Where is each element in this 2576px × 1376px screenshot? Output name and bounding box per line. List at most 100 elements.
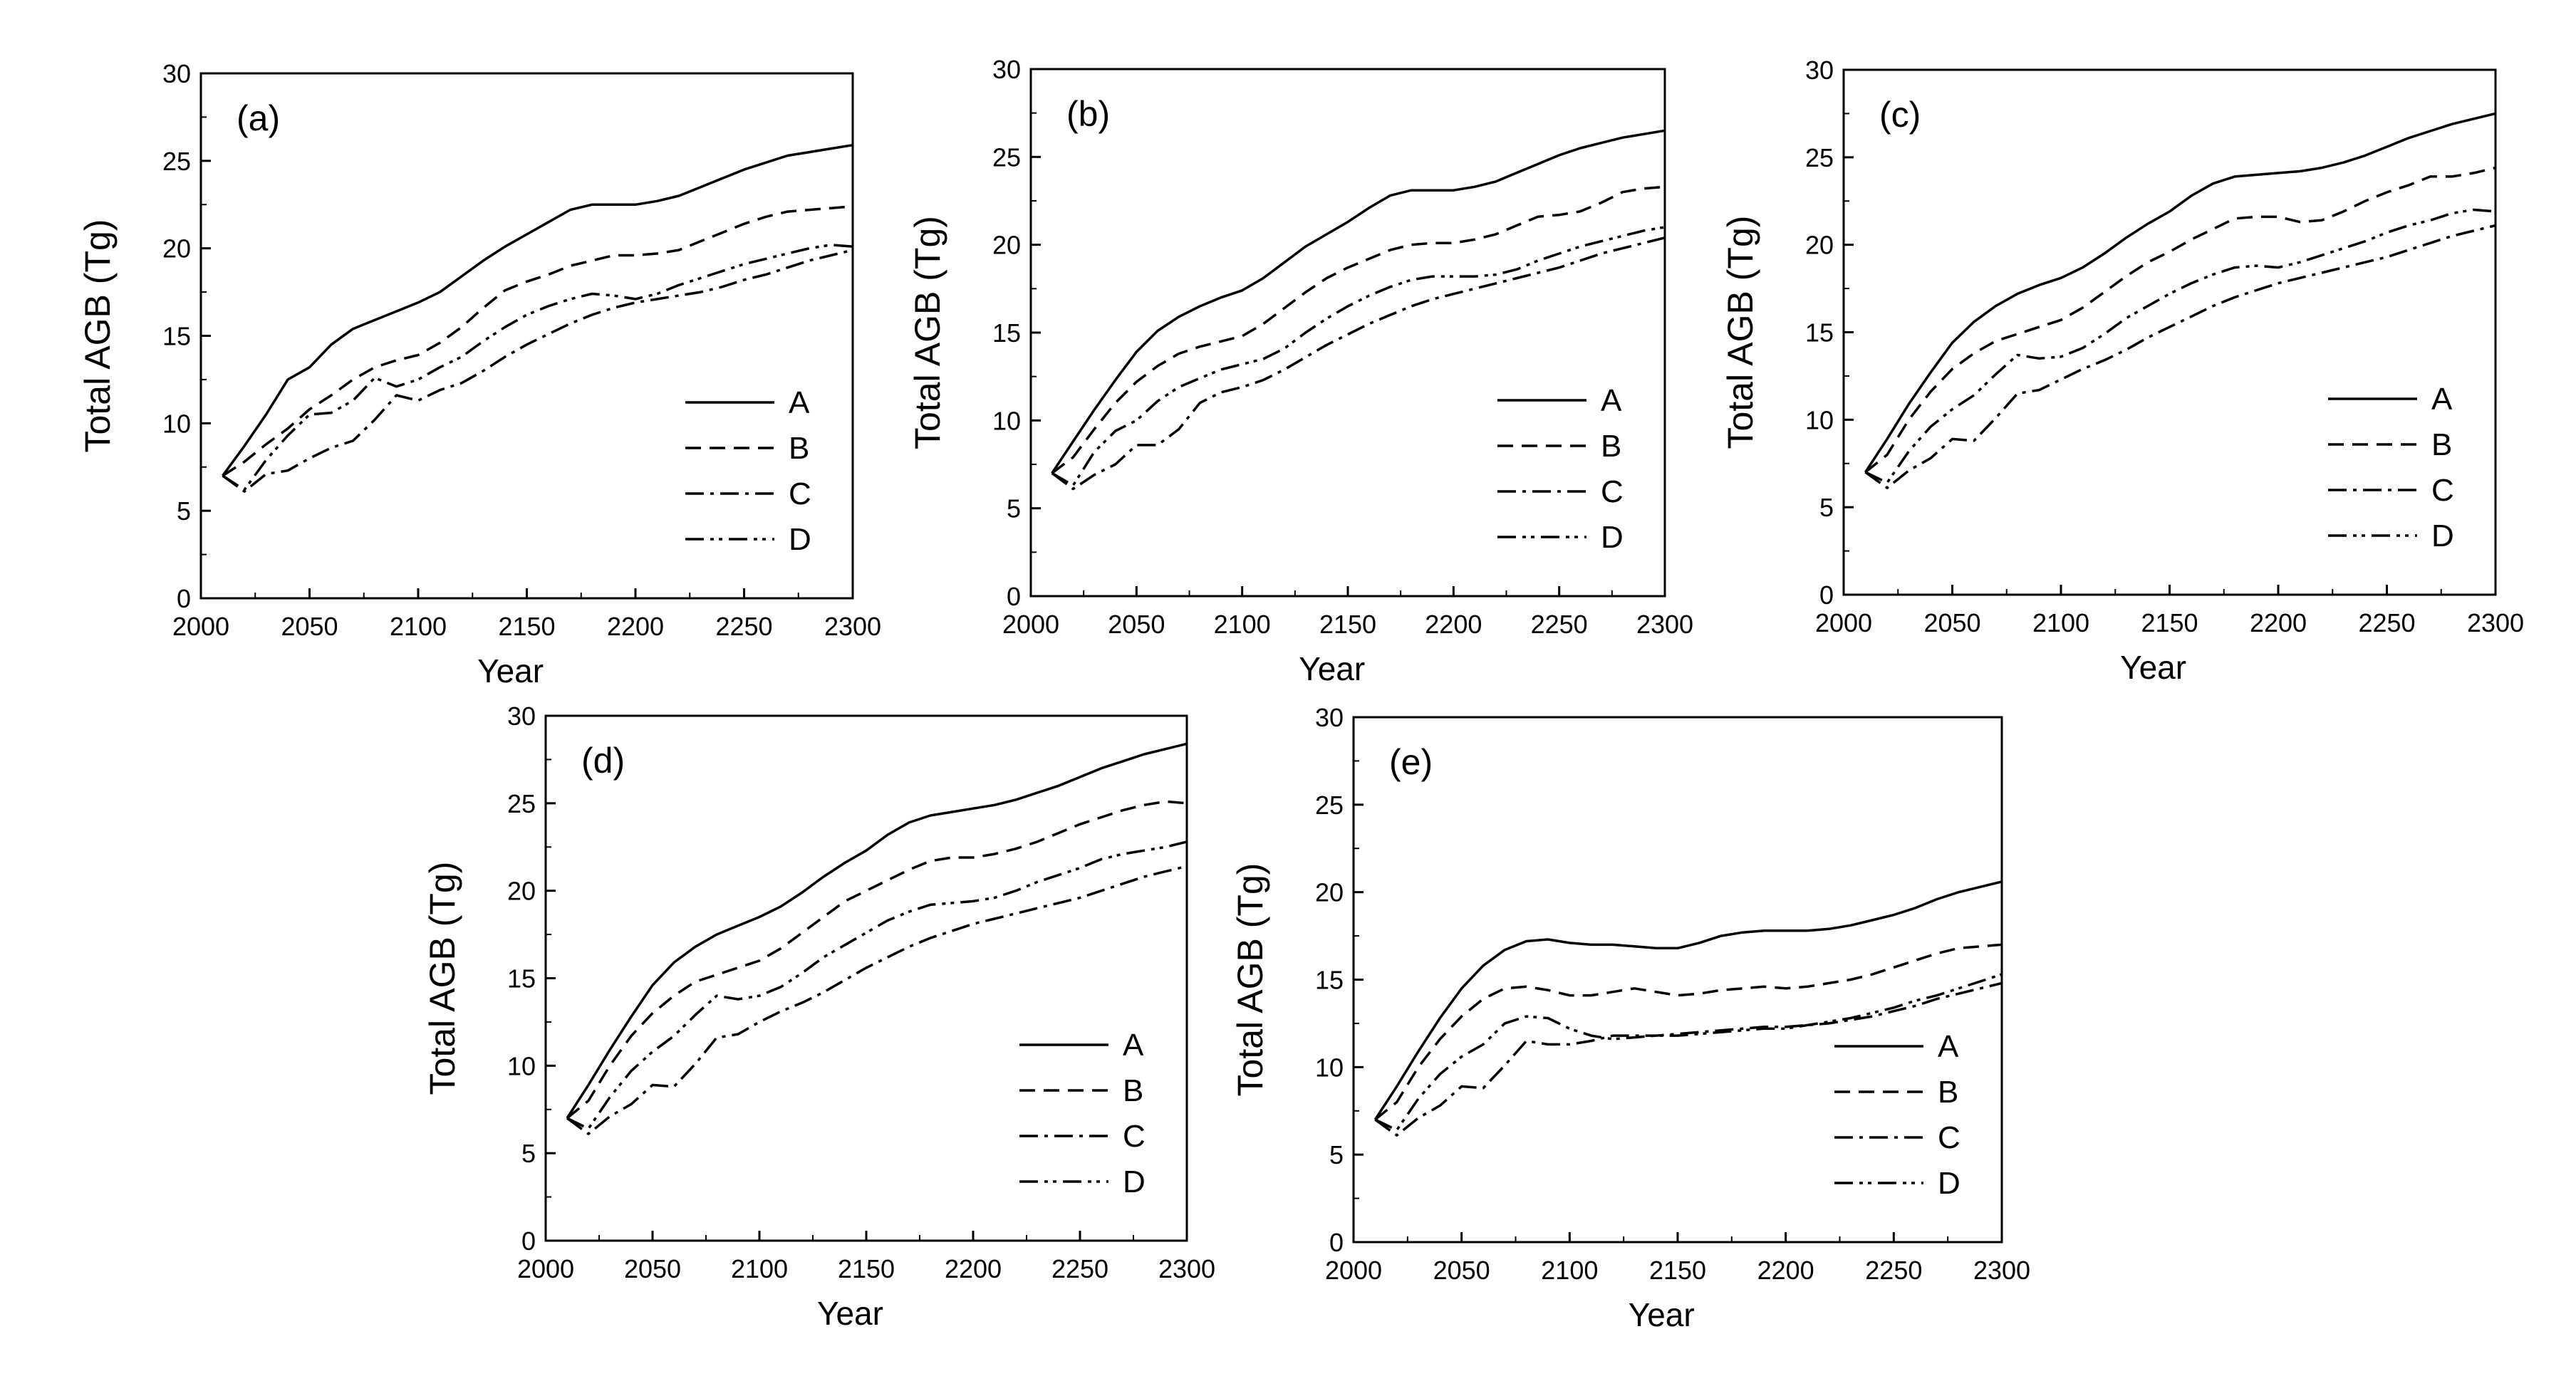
legend-label-b: B: [1601, 429, 1621, 464]
series-line-b: [222, 204, 853, 477]
x-axis-label: Year: [2120, 649, 2186, 686]
x-axis-label: Year: [1299, 650, 1365, 687]
x-axis-label: Year: [817, 1295, 883, 1332]
legend-label-d: D: [2431, 518, 2454, 553]
y-tick-label: 25: [162, 147, 191, 176]
legend-label-a: A: [2431, 382, 2453, 417]
legend-label-b: B: [1938, 1075, 1958, 1110]
x-axis-label: Year: [1629, 1296, 1695, 1333]
y-tick-label: 10: [1805, 405, 1834, 434]
series-line-a: [1373, 880, 2003, 1120]
plot-frame: [1352, 716, 2003, 1244]
x-tick-label: 2150: [1649, 1256, 1706, 1285]
x-tick-label: 2000: [172, 612, 229, 641]
y-axis-label: Total AGB (Tg): [422, 862, 462, 1095]
legend-label-a: A: [1601, 383, 1622, 418]
legend-label-a: A: [789, 385, 810, 420]
series-line-b: [1051, 185, 1666, 474]
y-tick-label: 30: [162, 59, 191, 88]
y-tick-label: 20: [1805, 231, 1834, 260]
y-tick-label: 5: [177, 496, 191, 526]
plot-frame: [1029, 68, 1666, 598]
chart-panel-3: 2000 2050 2100 2150 2200 2250 2300 0 5 10 15 20 25 30…: [1720, 56, 2524, 686]
x-tick-label: 2300: [824, 612, 881, 641]
x-tick-label: 2000: [517, 1254, 574, 1283]
x-tick-label: 2100: [390, 612, 447, 641]
legend-label-c: C: [1601, 474, 1624, 509]
y-tick-label: 5: [1819, 493, 1834, 522]
y-axis-label: Total AGB (Tg): [1230, 863, 1270, 1097]
y-tick-label: 10: [1315, 1053, 1344, 1082]
y-tick-label: 15: [162, 322, 191, 351]
y-tick-label: 20: [507, 877, 536, 906]
legend-label-b: B: [2431, 427, 2452, 462]
x-tick-label: 2100: [1541, 1256, 1598, 1285]
y-tick-label: 10: [162, 409, 191, 438]
y-tick-label: 30: [1315, 703, 1344, 732]
y-tick-label: 0: [1329, 1228, 1344, 1257]
chart-panel-4: 2000 2050 2100 2150 2200 2250 2300 0 5 10 15 20 25 30…: [422, 702, 1215, 1332]
chart-panel-2: 2000 2050 2100 2150 2200 2250 2300 0 5 10 15 20 25 30…: [908, 55, 1693, 687]
y-tick-label: 5: [1329, 1140, 1344, 1169]
legend-label-c: C: [1938, 1120, 1960, 1155]
y-axis-label: Total AGB (Tg): [908, 216, 947, 449]
y-tick-label: 30: [1805, 56, 1834, 85]
panel-label: (a): [237, 98, 280, 138]
x-tick-label: 2200: [2250, 608, 2307, 637]
legend-label-d: D: [789, 522, 811, 557]
x-tick-label: 2250: [2358, 608, 2415, 637]
x-tick-label: 2000: [1815, 608, 1872, 637]
x-tick-label: 2250: [715, 612, 772, 641]
y-tick-label: 10: [992, 406, 1021, 435]
series-line-d: [1864, 208, 2496, 484]
x-tick-label: 2050: [1923, 608, 1980, 637]
x-tick-label: 2200: [607, 612, 664, 641]
legend-label-c: C: [789, 476, 811, 511]
x-tick-label: 2150: [498, 612, 555, 641]
legend-label-d: D: [1938, 1166, 1960, 1201]
y-tick-label: 5: [1007, 494, 1021, 523]
panel-label: (b): [1066, 94, 1110, 134]
series-line-d: [222, 244, 853, 491]
series-line-a: [1864, 112, 2496, 473]
y-tick-label: 30: [992, 55, 1021, 84]
x-tick-label: 2200: [945, 1254, 1002, 1283]
y-tick-label: 10: [507, 1051, 536, 1080]
series-line-c: [1051, 236, 1666, 491]
y-axis-label: Total AGB (Tg): [1720, 216, 1760, 449]
series-line-a: [566, 742, 1188, 1119]
y-tick-label: 25: [992, 142, 1021, 172]
series-line-b: [566, 800, 1188, 1120]
series-line-d: [1051, 226, 1666, 487]
y-tick-label: 15: [992, 318, 1021, 348]
x-tick-label: 2000: [1325, 1256, 1382, 1285]
x-tick-label: 2250: [1531, 610, 1588, 639]
series-line-d: [1374, 973, 2003, 1132]
y-tick-label: 20: [1315, 878, 1344, 907]
x-tick-label: 2050: [281, 612, 338, 641]
plot-frame: [544, 714, 1188, 1242]
y-tick-label: 15: [1315, 966, 1344, 995]
series-line-c: [566, 865, 1188, 1135]
x-tick-label: 2300: [1973, 1256, 2030, 1285]
y-tick-label: 15: [507, 964, 536, 994]
x-tick-label: 2100: [2032, 608, 2089, 637]
y-tick-label: 20: [992, 231, 1021, 260]
chart-panel-1: 2000 2050 2100 2150 2200 2250 2300 0 5 10 15 20 25 30…: [78, 59, 881, 689]
x-tick-label: 2150: [1319, 610, 1376, 639]
x-tick-label: 2050: [1108, 610, 1165, 639]
y-tick-label: 25: [507, 789, 536, 818]
x-tick-label: 2100: [1214, 610, 1271, 639]
x-tick-label: 2300: [1158, 1254, 1215, 1283]
x-axis-label: Year: [477, 652, 544, 689]
y-tick-label: 25: [1315, 791, 1344, 820]
x-tick-label: 2300: [2467, 608, 2524, 637]
legend-label-b: B: [1123, 1073, 1143, 1108]
legend-label-c: C: [2431, 473, 2454, 508]
series-line-c: [222, 249, 853, 493]
series-line-b: [1374, 943, 2003, 1121]
